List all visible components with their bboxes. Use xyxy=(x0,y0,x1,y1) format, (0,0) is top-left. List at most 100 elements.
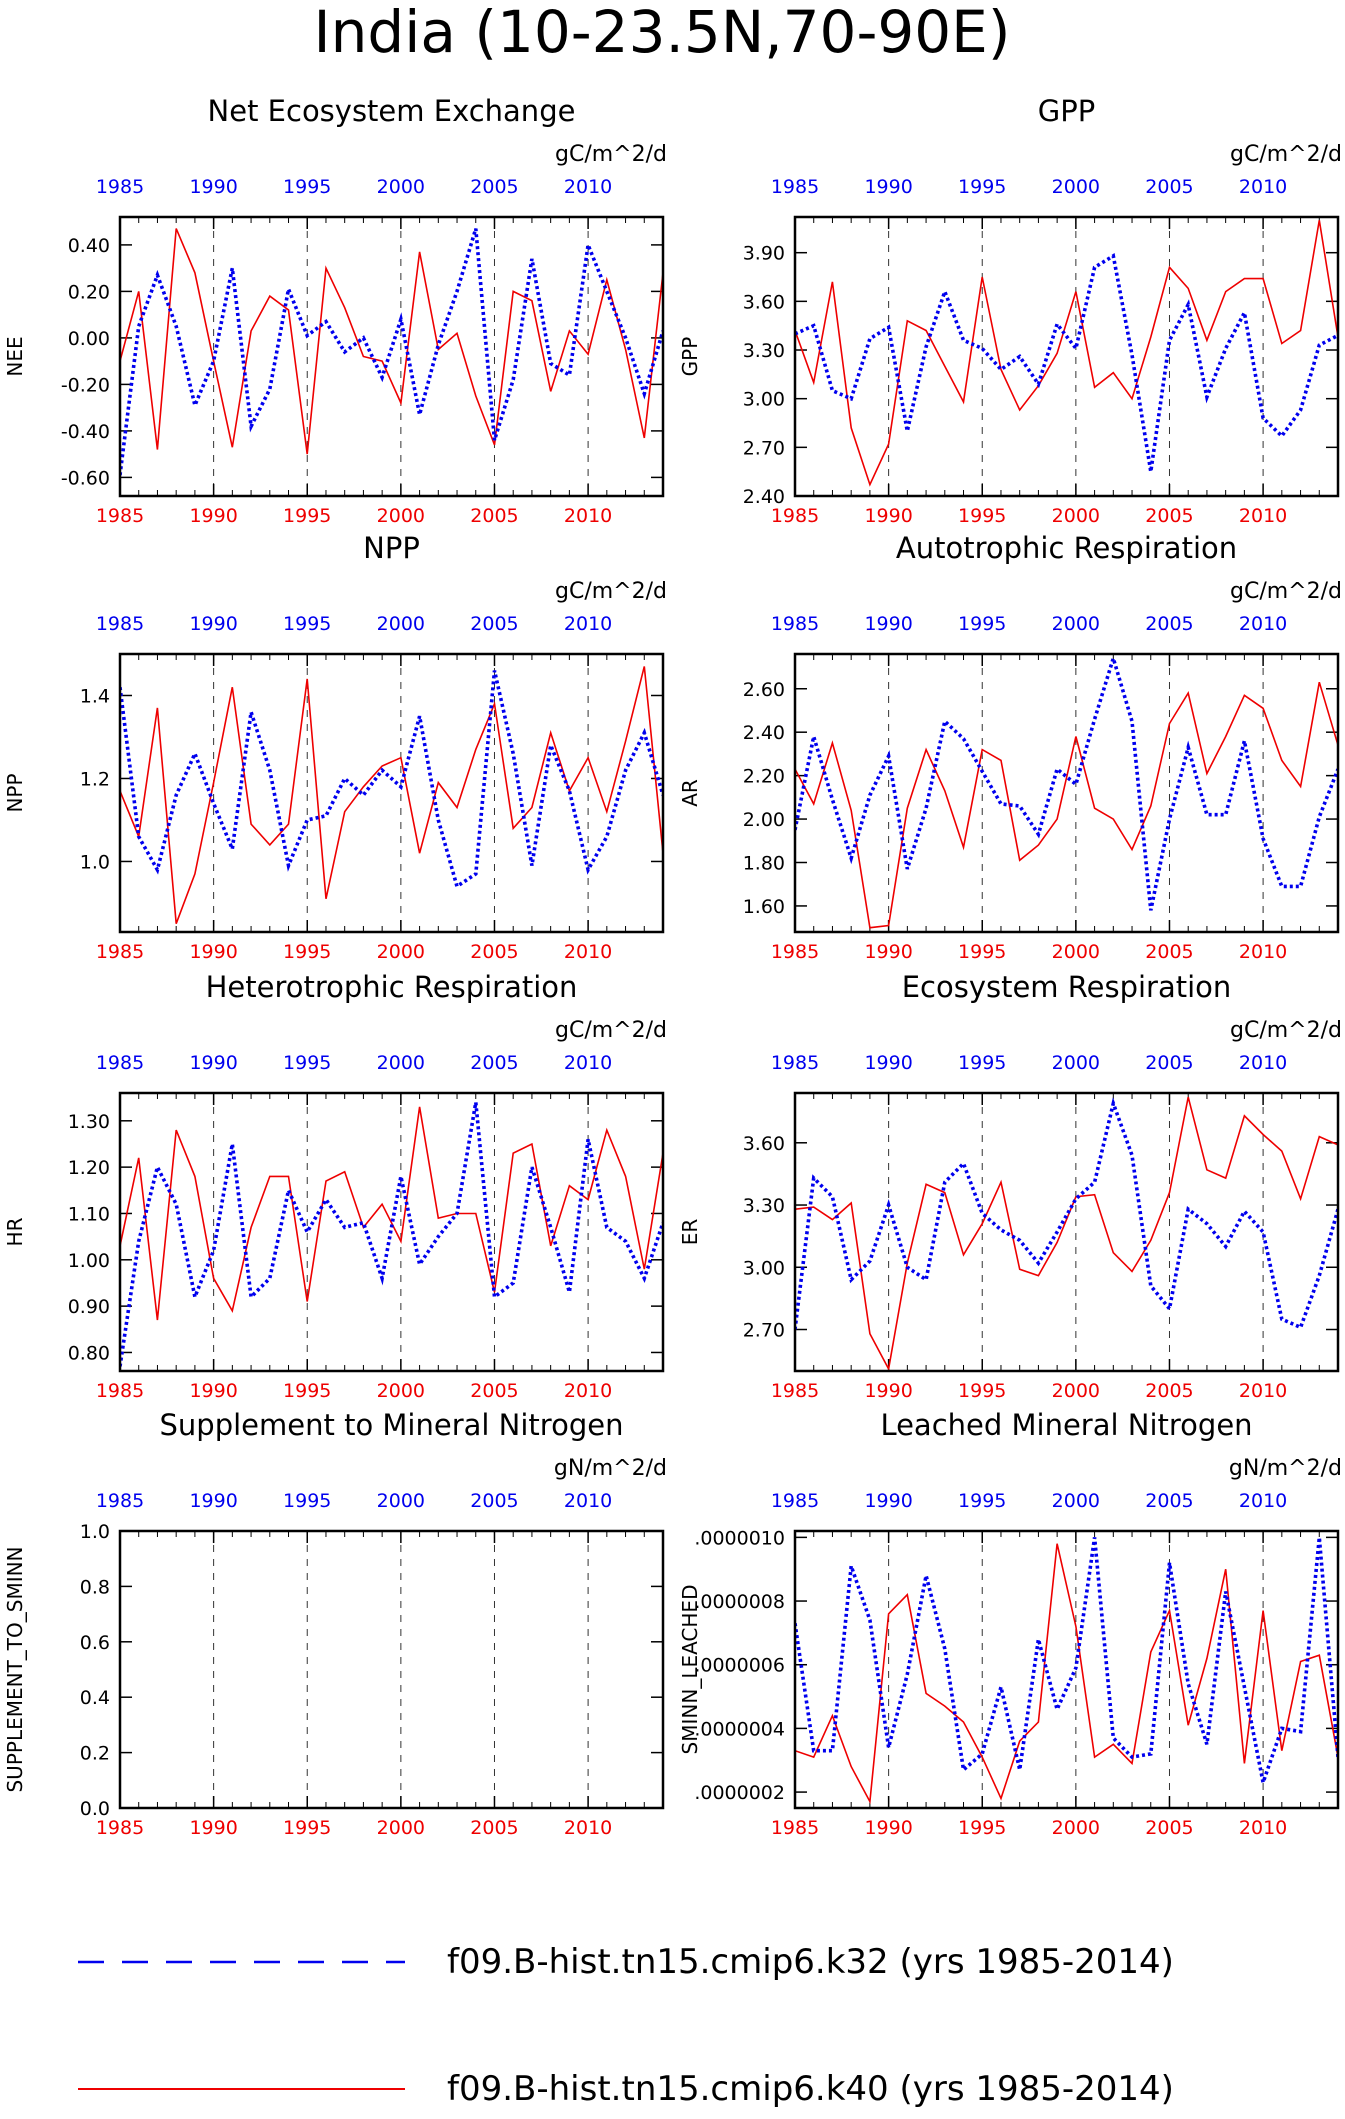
x-tick-label-bottom: 2000 xyxy=(377,1380,425,1402)
x-tick-label-bottom: 2005 xyxy=(1145,941,1193,963)
x-tick-label-top: 2010 xyxy=(564,176,612,198)
x-tick-label-top: 1995 xyxy=(283,1490,331,1512)
panel-1: Net Ecosystem Exchange gC/m^2/d 1985 1985 19… xyxy=(3,94,667,527)
x-tick-label-bottom: 1990 xyxy=(189,941,237,963)
x-tick-label-top: 1985 xyxy=(96,1490,144,1512)
x-tick-label-bottom: 1990 xyxy=(189,505,237,527)
x-tick-label-bottom: 1995 xyxy=(958,1817,1006,1839)
x-tick-label-top: 2000 xyxy=(1052,1052,1100,1074)
y-tick-label: 0.40 xyxy=(68,235,110,257)
panel-title: Leached Mineral Nitrogen xyxy=(880,1408,1252,1442)
x-tick-label-bottom: 1985 xyxy=(96,941,144,963)
x-tick-label-bottom: 1995 xyxy=(283,941,331,963)
y-tick-label: 2.40 xyxy=(743,722,785,744)
y-tick-label: 1.30 xyxy=(68,1111,110,1133)
x-tick-label-bottom: 2010 xyxy=(564,505,612,527)
x-tick-label-top: 2005 xyxy=(470,1052,518,1074)
y-tick-label: 3.90 xyxy=(743,243,785,265)
plot-frame xyxy=(118,652,665,934)
x-tick-label-bottom: 1995 xyxy=(958,505,1006,527)
x-tick-label-top: 2000 xyxy=(1052,613,1100,635)
panel-title: GPP xyxy=(1038,94,1095,128)
x-tick-label-top: 2010 xyxy=(1239,613,1287,635)
y-tick-label: 1.0 xyxy=(80,851,110,873)
y-tick-label: 1.2 xyxy=(80,768,110,790)
x-tick-label-top: 1995 xyxy=(958,1490,1006,1512)
x-tick-label-top: 1990 xyxy=(189,613,237,635)
x-tick-label-top: 1985 xyxy=(96,1052,144,1074)
panel-2: GPP gC/m^2/d 1985 1985 1990 1990 1995 1995 2000 2… xyxy=(678,94,1342,527)
y-axis-label: SUPPLEMENT_TO_SMINN xyxy=(3,1546,27,1792)
y-tick-label: .0000006 xyxy=(694,1655,785,1677)
series-line-k32 xyxy=(120,228,663,476)
x-tick-label-bottom: 1995 xyxy=(283,1817,331,1839)
x-tick-label-bottom: 2005 xyxy=(470,1380,518,1402)
y-tick-label: 2.40 xyxy=(743,486,785,508)
series-line-k32 xyxy=(795,1537,1338,1790)
y-tick-label: 2.20 xyxy=(743,766,785,788)
x-tick-label-bottom: 1985 xyxy=(96,505,144,527)
y-axis-label: ER xyxy=(678,1219,702,1246)
y-tick-label: 0.80 xyxy=(68,1342,110,1364)
legend: f09.B-hist.tn15.cmip6.k32 (yrs 1985-2014… xyxy=(78,1942,1174,2109)
x-tick-label-top: 1990 xyxy=(864,1490,912,1512)
series-line-k40 xyxy=(120,228,663,455)
units-label: gC/m^2/d xyxy=(555,142,667,167)
y-tick-label: 3.00 xyxy=(743,1257,785,1279)
series-line-k32 xyxy=(795,654,1338,911)
x-tick-label-bottom: 1990 xyxy=(189,1380,237,1402)
x-tick-label-top: 2010 xyxy=(1239,1490,1287,1512)
panel-6: Ecosystem Respiration gC/m^2/d 1985 1985 199… xyxy=(678,970,1342,1402)
x-tick-label-top: 1985 xyxy=(96,176,144,198)
x-tick-label-bottom: 2005 xyxy=(470,941,518,963)
series-line-k40 xyxy=(795,220,1338,487)
y-tick-label: 0.6 xyxy=(80,1632,110,1654)
x-tick-label-top: 1995 xyxy=(283,1052,331,1074)
y-tick-label: 0.8 xyxy=(80,1576,110,1598)
x-tick-label-bottom: 2000 xyxy=(377,941,425,963)
plot-frame xyxy=(793,1529,1340,1810)
y-tick-label: 0.2 xyxy=(80,1743,110,1765)
series-line-k40 xyxy=(120,666,663,924)
x-tick-label-bottom: 2000 xyxy=(1052,505,1100,527)
x-tick-label-top: 1995 xyxy=(958,1052,1006,1074)
legend-k32-label: f09.B-hist.tn15.cmip6.k32 (yrs 1985-2014… xyxy=(447,1942,1174,1982)
y-axis-label: SMINN_LEACHED xyxy=(678,1585,702,1755)
y-tick-label: 0.90 xyxy=(68,1296,110,1318)
y-tick-label: 3.00 xyxy=(743,389,785,411)
x-tick-label-bottom: 2005 xyxy=(1145,1380,1193,1402)
series-line-k40 xyxy=(795,681,1338,929)
x-tick-label-bottom: 1985 xyxy=(771,505,819,527)
x-tick-label-top: 2010 xyxy=(564,613,612,635)
x-tick-label-top: 1985 xyxy=(771,1490,819,1512)
x-tick-label-top: 1990 xyxy=(189,176,237,198)
x-tick-label-top: 1995 xyxy=(958,613,1006,635)
plot-frame xyxy=(118,215,665,498)
x-tick-label-bottom: 1985 xyxy=(771,1380,819,1402)
y-tick-label: 1.4 xyxy=(80,685,110,707)
x-tick-label-bottom: 2000 xyxy=(1052,1817,1100,1839)
y-axis-label: GPP xyxy=(678,337,702,377)
x-tick-label-bottom: 1985 xyxy=(771,941,819,963)
panel-7: Supplement to Mineral Nitrogen gN/m^2/d 19… xyxy=(3,1408,667,1839)
panel-title: Heterotrophic Respiration xyxy=(206,970,578,1004)
x-tick-label-top: 2000 xyxy=(377,613,425,635)
panel-title: Autotrophic Respiration xyxy=(896,531,1237,565)
plot-frame xyxy=(118,1529,665,1810)
y-tick-label: .0000010 xyxy=(694,1527,785,1549)
x-tick-label-top: 2000 xyxy=(1052,1490,1100,1512)
y-tick-label: 2.70 xyxy=(743,1320,785,1342)
x-tick-label-top: 1990 xyxy=(864,176,912,198)
x-tick-label-bottom: 1990 xyxy=(189,1817,237,1839)
x-tick-label-top: 2010 xyxy=(564,1490,612,1512)
units-label: gC/m^2/d xyxy=(1230,1018,1342,1043)
x-tick-label-bottom: 2005 xyxy=(470,1817,518,1839)
x-tick-label-top: 1985 xyxy=(771,1052,819,1074)
y-tick-label: .0000002 xyxy=(694,1782,785,1804)
x-tick-label-bottom: 1990 xyxy=(864,941,912,963)
plot-frame xyxy=(793,215,1340,498)
x-tick-label-top: 1990 xyxy=(189,1490,237,1512)
y-tick-label: 3.30 xyxy=(743,340,785,362)
figure-title: India (10-23.5N,70-90E) xyxy=(314,0,1011,66)
